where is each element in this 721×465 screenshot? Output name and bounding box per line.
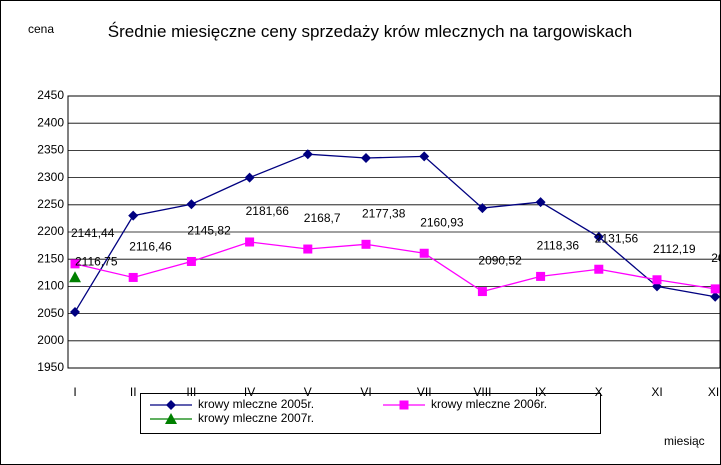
marker bbox=[652, 275, 662, 285]
marker bbox=[245, 237, 255, 247]
y-tick-label: 2350 bbox=[37, 143, 64, 157]
series-line bbox=[74, 241, 716, 293]
x-tick-label: V bbox=[304, 385, 312, 399]
y-tick-label: 2400 bbox=[37, 115, 64, 129]
x-tick-label: XII bbox=[708, 385, 721, 399]
y-tick-label: 1950 bbox=[37, 360, 64, 374]
x-tick-label: VI bbox=[360, 385, 371, 399]
data-label: 2112,19 bbox=[653, 242, 696, 256]
marker bbox=[361, 239, 371, 249]
legend-label: krowy mleczne 2007r. bbox=[198, 411, 314, 425]
data-label: 2141,44 bbox=[71, 226, 115, 240]
y-axis-label: cena bbox=[28, 22, 54, 36]
marker bbox=[302, 149, 313, 160]
marker bbox=[165, 413, 177, 424]
marker bbox=[536, 271, 546, 281]
x-tick-label: III bbox=[186, 385, 196, 399]
data-label: 2131,56 bbox=[595, 231, 639, 245]
marker bbox=[128, 210, 139, 221]
marker bbox=[399, 400, 409, 410]
marker bbox=[710, 284, 720, 294]
data-label: 2160,93 bbox=[420, 215, 464, 229]
y-tick-label: 2450 bbox=[37, 88, 64, 102]
legend-label: krowy mleczne 2006r. bbox=[431, 397, 547, 411]
marker bbox=[419, 248, 429, 258]
marker bbox=[361, 153, 371, 164]
data-label: 2095,43 bbox=[711, 251, 721, 265]
legend bbox=[140, 393, 601, 434]
chart-title: Średnie miesięczne ceny sprzedaży krów m… bbox=[107, 22, 633, 41]
marker bbox=[244, 172, 255, 183]
x-tick-label: IV bbox=[244, 385, 255, 399]
x-tick-label: IX bbox=[535, 385, 546, 399]
marker bbox=[186, 256, 196, 266]
data-label: 2116,46 bbox=[129, 240, 172, 254]
y-tick-label: 2050 bbox=[37, 306, 64, 320]
x-tick-label: X bbox=[595, 385, 603, 399]
x-tick-label: VII bbox=[417, 385, 432, 399]
data-label: 2177,38 bbox=[362, 206, 406, 220]
marker bbox=[710, 291, 721, 302]
marker bbox=[70, 259, 80, 269]
x-tick-label: XI bbox=[651, 385, 662, 399]
marker bbox=[477, 203, 488, 214]
y-tick-label: 2300 bbox=[37, 170, 64, 184]
marker bbox=[128, 272, 138, 282]
y-tick-label: 2200 bbox=[37, 224, 64, 238]
marker bbox=[70, 306, 80, 317]
data-label: 2181,66 bbox=[246, 204, 290, 218]
marker bbox=[303, 244, 313, 254]
marker bbox=[593, 231, 604, 242]
x-tick-label: II bbox=[130, 385, 137, 399]
series-line bbox=[74, 153, 716, 313]
marker bbox=[477, 287, 487, 297]
y-tick-label: 2150 bbox=[37, 251, 64, 265]
marker bbox=[419, 151, 430, 162]
legend-label: krowy mleczne 2005r. bbox=[198, 397, 314, 411]
x-tick-label: I bbox=[73, 385, 76, 399]
data-label: 2118,36 bbox=[537, 239, 580, 253]
data-label: 2145,82 bbox=[187, 224, 231, 238]
x-tick-label: VIII bbox=[473, 385, 491, 399]
data-label: 2168,7 bbox=[304, 211, 341, 225]
data-label: 2090,52 bbox=[478, 254, 522, 268]
marker bbox=[186, 199, 197, 210]
marker bbox=[594, 264, 604, 274]
marker bbox=[535, 197, 546, 208]
marker bbox=[69, 271, 81, 283]
data-label: 2116,75 bbox=[75, 254, 118, 268]
y-tick-label: 2100 bbox=[37, 279, 64, 293]
x-axis-label: miesiąc bbox=[664, 434, 705, 448]
y-tick-label: 2250 bbox=[37, 197, 64, 211]
marker bbox=[166, 400, 176, 410]
y-tick-label: 2000 bbox=[37, 333, 64, 347]
